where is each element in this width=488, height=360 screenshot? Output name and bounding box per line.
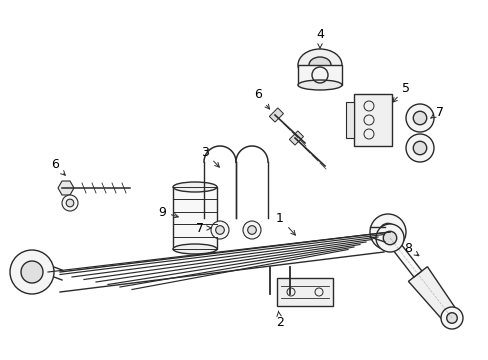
Ellipse shape <box>297 80 341 90</box>
Text: 4: 4 <box>315 28 323 48</box>
Text: 1: 1 <box>276 211 295 235</box>
Text: 5: 5 <box>392 81 409 102</box>
Polygon shape <box>385 235 421 277</box>
Circle shape <box>383 231 396 245</box>
Circle shape <box>10 250 54 294</box>
Circle shape <box>21 261 43 283</box>
Circle shape <box>369 214 405 250</box>
Text: 8: 8 <box>403 242 418 256</box>
Circle shape <box>446 313 456 323</box>
Text: 3: 3 <box>201 145 219 167</box>
Bar <box>173 187 217 249</box>
Polygon shape <box>58 181 74 195</box>
Polygon shape <box>407 267 458 323</box>
Ellipse shape <box>173 182 217 192</box>
Bar <box>269 108 283 122</box>
Text: 7: 7 <box>196 221 211 234</box>
Bar <box>276 278 332 306</box>
Text: 6: 6 <box>51 158 65 175</box>
Text: 9: 9 <box>158 206 178 219</box>
Text: 7: 7 <box>430 105 443 118</box>
Bar <box>297 65 341 85</box>
Circle shape <box>243 221 261 239</box>
Circle shape <box>412 111 426 125</box>
Circle shape <box>215 226 224 234</box>
Circle shape <box>247 226 256 234</box>
Circle shape <box>210 221 228 239</box>
Text: 2: 2 <box>276 311 284 329</box>
Bar <box>353 94 391 146</box>
Circle shape <box>375 224 403 252</box>
Circle shape <box>412 141 426 155</box>
Ellipse shape <box>173 244 217 254</box>
Text: 6: 6 <box>254 89 269 109</box>
Circle shape <box>66 199 74 207</box>
Ellipse shape <box>297 49 341 81</box>
Bar <box>289 131 303 145</box>
Circle shape <box>62 195 78 211</box>
Circle shape <box>405 104 433 132</box>
Circle shape <box>379 223 396 240</box>
Ellipse shape <box>308 57 330 73</box>
Circle shape <box>440 307 462 329</box>
Bar <box>346 102 353 138</box>
Circle shape <box>405 134 433 162</box>
